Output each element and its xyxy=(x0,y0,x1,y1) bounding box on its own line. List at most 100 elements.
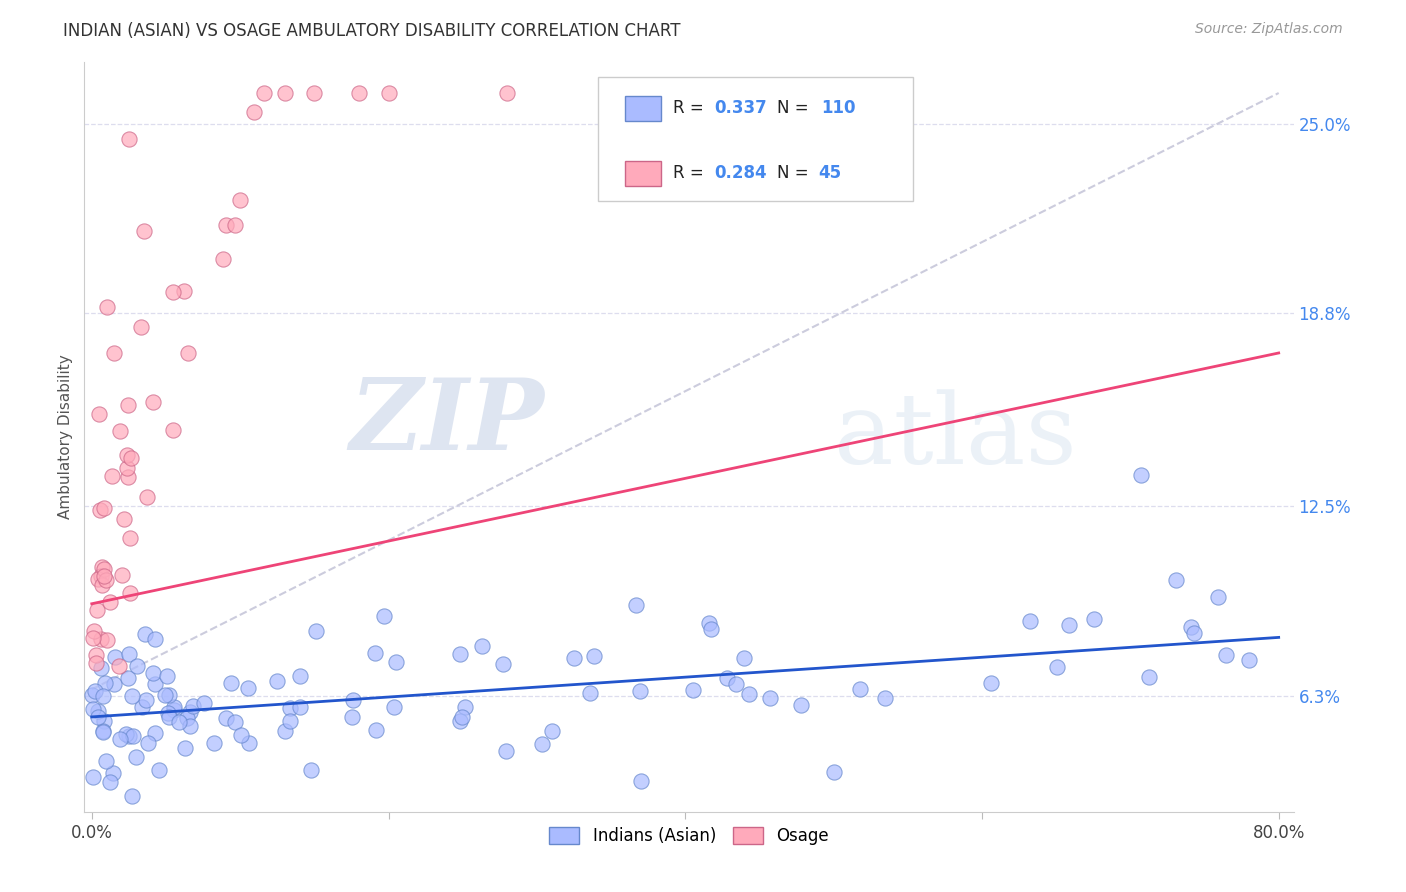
Point xyxy=(117,398,139,412)
Point xyxy=(179,718,201,732)
Point xyxy=(117,671,139,685)
Point xyxy=(115,727,138,741)
Point xyxy=(1182,626,1205,640)
Text: INDIAN (ASIAN) VS OSAGE AMBULATORY DISABILITY CORRELATION CHART: INDIAN (ASIAN) VS OSAGE AMBULATORY DISAB… xyxy=(63,22,681,40)
Point xyxy=(121,789,143,804)
Point xyxy=(91,723,114,738)
Point xyxy=(181,699,204,714)
Point xyxy=(162,700,184,714)
Point xyxy=(236,681,259,695)
Point xyxy=(229,194,252,208)
Point xyxy=(111,568,134,582)
Point xyxy=(305,624,328,639)
Point xyxy=(541,723,564,738)
Point xyxy=(103,677,125,691)
Text: 0.337: 0.337 xyxy=(714,99,768,117)
Text: N =: N = xyxy=(778,99,814,117)
Point xyxy=(495,744,517,758)
Point xyxy=(531,737,554,751)
Point xyxy=(142,665,165,680)
Point xyxy=(87,573,110,587)
Point xyxy=(377,86,399,100)
Point xyxy=(562,651,585,665)
Point xyxy=(143,632,166,647)
Point xyxy=(471,639,494,653)
Point xyxy=(373,608,395,623)
Point xyxy=(94,675,117,690)
Point xyxy=(340,710,363,724)
Point xyxy=(93,689,115,703)
Point xyxy=(93,501,115,516)
Point xyxy=(117,460,139,475)
Point xyxy=(131,699,153,714)
Point xyxy=(266,674,288,689)
Point xyxy=(110,424,132,438)
Point xyxy=(91,725,114,739)
Point xyxy=(143,726,166,740)
Point xyxy=(202,736,225,750)
Point xyxy=(823,764,845,779)
Point xyxy=(142,394,165,409)
Point xyxy=(219,676,242,690)
Point xyxy=(278,701,301,715)
Text: N =: N = xyxy=(778,164,814,183)
Point xyxy=(162,285,184,299)
Point xyxy=(153,688,176,702)
Point xyxy=(1046,659,1069,673)
Point xyxy=(87,710,110,724)
Point xyxy=(134,626,156,640)
Point xyxy=(93,562,115,576)
Point xyxy=(82,631,104,645)
Point xyxy=(162,423,184,437)
Point xyxy=(273,86,295,100)
Point xyxy=(193,696,215,710)
Point xyxy=(1237,653,1260,667)
Point xyxy=(1059,618,1081,632)
Point xyxy=(582,648,605,663)
Point xyxy=(454,700,477,714)
Point xyxy=(274,724,297,739)
FancyBboxPatch shape xyxy=(624,161,661,186)
Point xyxy=(136,736,159,750)
Point xyxy=(90,661,112,675)
Point xyxy=(243,105,266,120)
Point xyxy=(630,684,652,698)
Point xyxy=(725,677,748,691)
Text: R =: R = xyxy=(673,164,709,183)
Point xyxy=(120,531,142,545)
Text: ZIP: ZIP xyxy=(349,374,544,470)
Point xyxy=(214,711,236,725)
Point xyxy=(143,676,166,690)
Point xyxy=(733,650,755,665)
Point xyxy=(156,669,179,683)
Point xyxy=(118,132,141,146)
Point xyxy=(179,705,201,719)
Point xyxy=(215,218,238,232)
Point xyxy=(290,669,312,683)
Point xyxy=(93,569,115,583)
Point xyxy=(492,657,515,672)
Point xyxy=(579,685,602,699)
Point xyxy=(157,710,180,724)
FancyBboxPatch shape xyxy=(624,95,661,121)
Point xyxy=(176,710,198,724)
Point xyxy=(118,648,141,662)
Legend: Indians (Asian), Osage: Indians (Asian), Osage xyxy=(543,821,835,852)
Point xyxy=(86,648,108,663)
Point xyxy=(96,633,118,648)
Point xyxy=(449,714,471,728)
Point xyxy=(101,469,124,483)
Point xyxy=(716,672,738,686)
Point xyxy=(163,703,186,717)
Point xyxy=(114,511,136,525)
Point xyxy=(96,754,118,768)
Point xyxy=(89,503,111,517)
Text: 45: 45 xyxy=(818,164,841,183)
Point xyxy=(1083,612,1105,626)
Point xyxy=(1019,614,1042,628)
Point xyxy=(699,622,721,636)
Point xyxy=(363,646,385,660)
Point xyxy=(135,693,157,707)
Point xyxy=(1137,670,1160,684)
Point xyxy=(253,86,276,100)
